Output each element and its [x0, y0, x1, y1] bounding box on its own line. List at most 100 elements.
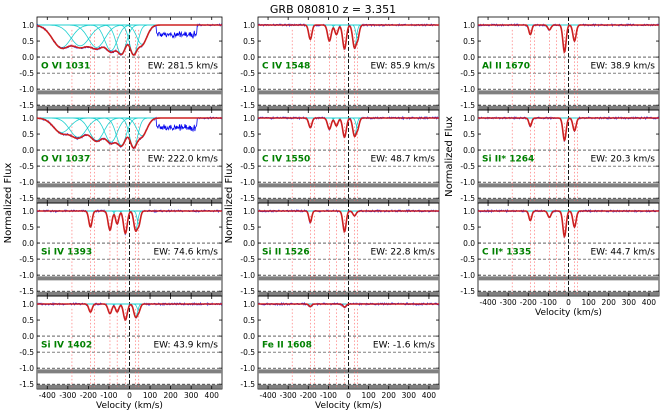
y-tick-label: 0.5 [243, 316, 255, 325]
y-tick-label: -1.5 [460, 194, 475, 203]
equivalent-width: EW: 222.0 km/s [148, 155, 219, 165]
y-tick-label: 1.0 [243, 300, 255, 309]
y-tick-label: -1.0 [460, 178, 475, 187]
spectrum-panel: 1.00.50.0-0.5-1.0-1.5-400 -300 -200 -100 0 10… [19, 295, 223, 400]
line-label: Fe II 1608 [262, 341, 312, 351]
spectrum-panel: 1.00.50.0-0.5-1.0-1.5-400 -300 -200 -100 0 10… [240, 295, 440, 400]
model-fit [37, 24, 222, 56]
line-label: Si II* 1264 [482, 155, 534, 165]
spectrum-panel: 1.0 0.5 0.0 -0.5 -1.0 -1.5 Si II* 1264 EW: 20.3… [460, 109, 660, 204]
y-tick-label: 1.0 [463, 21, 475, 30]
equivalent-width: EW: 85.9 km/s [370, 62, 435, 72]
x-tick-label: -300 [59, 391, 76, 400]
model-fit [37, 117, 222, 149]
x-tick-label: -200 [520, 298, 537, 307]
x-tick-label: 200 [602, 298, 617, 307]
equivalent-width: EW: 48.7 km/s [370, 155, 435, 165]
y-axis-label: Normalized Flux [3, 163, 14, 244]
y-tick-label: -1.5 [240, 101, 255, 110]
y-tick-label: -0.5 [19, 162, 34, 171]
y-tick-label: 0.5 [463, 37, 475, 46]
y-tick-label: 1.0 [463, 207, 475, 216]
equivalent-width: EW: 22.8 km/s [370, 248, 435, 258]
line-label: Al II 1670 [482, 62, 530, 72]
y-tick-label: -1.5 [460, 287, 475, 296]
y-tick-label: -1.0 [460, 85, 475, 94]
model-fit [258, 210, 439, 234]
x-tick-label: 200 [163, 391, 178, 400]
line-label: O VI 1037 [41, 155, 90, 165]
model-fit [258, 24, 439, 51]
equivalent-width: EW: 20.3 km/s [590, 155, 655, 165]
y-tick-label: -1.0 [240, 85, 255, 94]
x-tick-label: 200 [382, 391, 397, 400]
y-tick-label: -1.5 [19, 194, 34, 203]
y-axis-label: Normalized Flux [224, 163, 235, 244]
x-tick-label: 100 [361, 391, 376, 400]
y-tick-label: 0.5 [463, 223, 475, 232]
x-tick-label: -100 [100, 391, 117, 400]
equivalent-width: EW: 44.7 km/s [590, 248, 655, 258]
line-label: C II* 1335 [482, 248, 531, 258]
x-tick-label: 300 [402, 391, 417, 400]
x-axis-label: Velocity (km/s) [535, 308, 602, 318]
y-tick-label: -1.0 [240, 178, 255, 187]
model-fit [37, 303, 222, 322]
equivalent-width: EW: 43.9 km/s [153, 341, 218, 351]
x-tick-label: 0 [566, 298, 571, 307]
x-tick-label: -200 [80, 391, 97, 400]
y-tick-label: 0.0 [243, 332, 255, 341]
y-tick-label: 0.5 [463, 130, 475, 139]
y-tick-label: 0.5 [22, 130, 34, 139]
equivalent-width: EW: 281.5 km/s [148, 62, 219, 72]
line-label: Si IV 1402 [41, 341, 92, 351]
spectrum-panel: 1.0 0.5 0.0 -0.5 -1.0 -1.5 Si II 1526 EW: 22.8 … [240, 202, 440, 297]
x-tick-label: -300 [280, 391, 297, 400]
x-tick-label: -400 [39, 391, 56, 400]
model-fit [478, 24, 659, 54]
y-tick-label: 0.5 [243, 37, 255, 46]
y-tick-label: 0.0 [463, 53, 475, 62]
y-tick-label: -1.5 [19, 101, 34, 110]
y-tick-label: -1.0 [460, 271, 475, 280]
y-tick-label: -0.5 [460, 255, 475, 264]
y-tick-label: 1.0 [243, 207, 255, 216]
spectrum-panel: 1.0 0.5 0.0 -0.5 -1.0 -1.5 Si IV 1393 EW: 74.6 … [19, 202, 223, 297]
x-tick-label: 400 [642, 298, 657, 307]
y-tick-label: -0.5 [240, 255, 255, 264]
y-tick-label: -0.5 [240, 69, 255, 78]
x-tick-label: -200 [300, 391, 317, 400]
y-tick-label: -0.5 [19, 255, 34, 264]
model-fit [258, 117, 439, 139]
y-tick-label: 0.0 [243, 239, 255, 248]
spectrum-panel: 1.0 0.5 0.0 -0.5 -1.0 -1.5 Al II 1670 EW: 38.9 … [460, 16, 660, 111]
spectrum-panel: 1.0 0.5 0.0 -0.5 -1.0 -1.5 C IV 1548 EW: 85.9 k… [240, 16, 440, 111]
panel-grid: 1.0 0.5 0.0 -0.5 -1.0 -1.5 O VI 1031 EW: 281.5 … [3, 16, 660, 411]
line-label: C IV 1550 [262, 155, 310, 165]
y-tick-label: 0.0 [22, 53, 34, 62]
equivalent-width: EW: 38.9 km/s [590, 62, 655, 72]
line-label: Si IV 1393 [41, 248, 92, 258]
line-label: Si II 1526 [262, 248, 310, 258]
y-tick-label: -1.0 [19, 271, 34, 280]
x-tick-label: -100 [320, 391, 337, 400]
y-tick-label: 0.0 [22, 239, 34, 248]
line-label: O VI 1031 [41, 62, 90, 72]
spectrum-panel: 1.0 0.5 0.0 -0.5 -1.0 -1.5 O VI 1031 EW: 281.5 … [19, 16, 223, 111]
y-tick-label: -0.5 [240, 162, 255, 171]
y-tick-label: 0.0 [243, 53, 255, 62]
line-label: C IV 1548 [262, 62, 310, 72]
y-tick-label: 0.0 [463, 239, 475, 248]
x-axis-label: Velocity (km/s) [315, 401, 382, 411]
y-tick-label: -0.5 [19, 348, 34, 357]
y-tick-label: -1.5 [240, 194, 255, 203]
y-tick-label: -1.0 [19, 364, 34, 373]
x-axis-label: Velocity (km/s) [96, 401, 163, 411]
spectrum-panel: 1.0 0.5 0.0 -0.5 -1.0 -1.5 O VI 1037 EW: 222.0 … [19, 109, 223, 204]
y-tick-label: 0.5 [22, 37, 34, 46]
y-tick-label: -1.5 [240, 380, 255, 389]
model-fit [478, 117, 659, 142]
y-tick-label: 0.0 [22, 332, 34, 341]
model-fit [478, 210, 659, 239]
